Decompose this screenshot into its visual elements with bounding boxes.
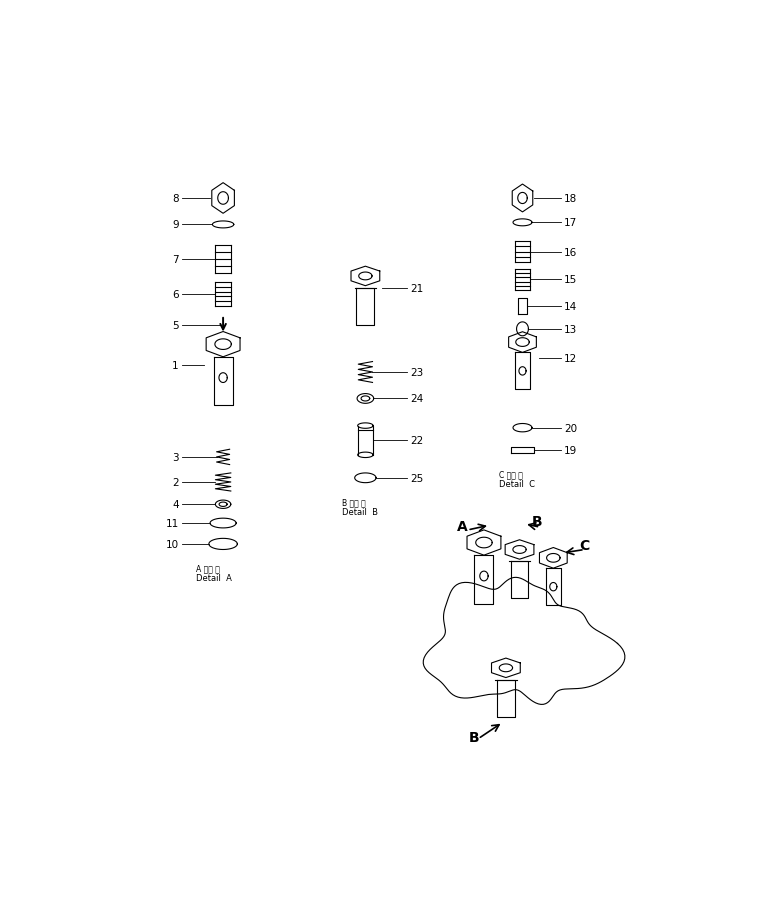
Text: 22: 22 xyxy=(410,436,423,446)
Text: C 詳細 図: C 詳細 図 xyxy=(499,470,522,479)
Text: 9: 9 xyxy=(172,220,178,230)
Text: C: C xyxy=(579,539,589,553)
Text: 24: 24 xyxy=(410,394,423,404)
Text: 4: 4 xyxy=(172,499,178,509)
Text: 18: 18 xyxy=(564,194,578,204)
Text: 8: 8 xyxy=(172,194,178,204)
Text: 1: 1 xyxy=(172,360,178,370)
Text: 5: 5 xyxy=(172,321,178,330)
Text: Detail  C: Detail C xyxy=(499,479,535,489)
Text: 21: 21 xyxy=(410,284,423,294)
Text: Detail  B: Detail B xyxy=(342,507,378,517)
Text: 11: 11 xyxy=(165,518,178,528)
Text: A: A xyxy=(457,519,468,534)
Text: B: B xyxy=(469,731,480,744)
Text: 6: 6 xyxy=(172,290,178,300)
Text: A 詳細 図: A 詳細 図 xyxy=(197,563,220,573)
Text: 23: 23 xyxy=(410,368,423,377)
Text: 13: 13 xyxy=(564,324,578,334)
Text: 25: 25 xyxy=(410,473,423,483)
Text: 20: 20 xyxy=(564,424,577,433)
Text: B 詳細 図: B 詳細 図 xyxy=(342,498,366,507)
Text: 17: 17 xyxy=(564,219,578,228)
Text: 15: 15 xyxy=(564,275,578,285)
Text: Detail  A: Detail A xyxy=(197,573,233,582)
Text: 16: 16 xyxy=(564,247,578,257)
Text: B: B xyxy=(532,515,542,528)
Text: 7: 7 xyxy=(172,255,178,265)
Text: 3: 3 xyxy=(172,452,178,462)
Text: 12: 12 xyxy=(564,354,578,364)
Text: 19: 19 xyxy=(564,445,578,455)
Text: 10: 10 xyxy=(165,539,178,549)
Text: 14: 14 xyxy=(564,302,578,312)
Text: 2: 2 xyxy=(172,478,178,488)
